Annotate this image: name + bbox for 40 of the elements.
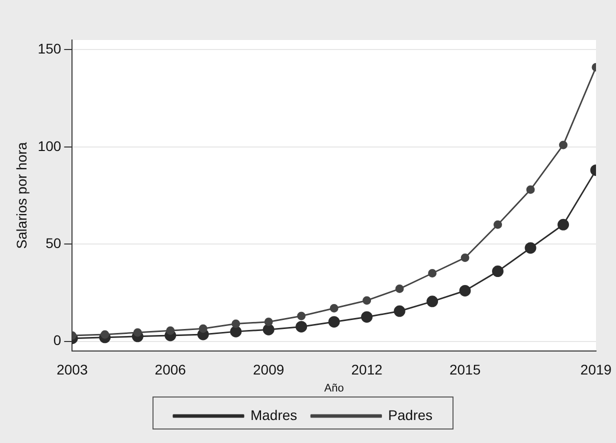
point	[394, 305, 406, 317]
point	[166, 326, 175, 335]
point	[264, 318, 273, 326]
point	[296, 320, 308, 332]
point	[459, 284, 471, 296]
point	[232, 320, 240, 328]
x-tick-label: 2015	[449, 361, 481, 378]
point	[559, 140, 568, 150]
point	[330, 304, 338, 312]
point	[297, 312, 306, 320]
point	[230, 326, 242, 338]
x-tick-label: 2012	[351, 361, 383, 378]
y-tick-label: 100	[38, 138, 62, 154]
point	[526, 185, 535, 194]
point	[524, 242, 536, 254]
point	[494, 220, 502, 229]
y-tick-label: 150	[38, 40, 62, 57]
point	[361, 311, 373, 323]
x-axis-title: Año	[324, 382, 344, 394]
y-tick-label: 0	[53, 332, 62, 348]
point	[362, 296, 372, 305]
point	[558, 218, 570, 230]
point	[198, 324, 208, 333]
x-tick-label: 2006	[154, 361, 186, 378]
x-tick-label: 2019	[580, 361, 612, 378]
point	[428, 269, 437, 278]
legend-label: Padres	[388, 406, 433, 423]
point	[492, 266, 504, 278]
y-axis-title: Salarios por hora	[13, 142, 30, 249]
point	[395, 284, 404, 294]
point	[133, 328, 142, 337]
point	[100, 330, 110, 339]
point	[262, 324, 274, 336]
point	[460, 253, 470, 262]
point	[426, 296, 438, 308]
x-tick-label: 2009	[253, 361, 284, 378]
y-tick-label: 50	[46, 234, 62, 251]
point	[328, 316, 340, 328]
x-tick-label: 2003	[56, 361, 88, 378]
legend-label: Madres	[250, 406, 298, 423]
